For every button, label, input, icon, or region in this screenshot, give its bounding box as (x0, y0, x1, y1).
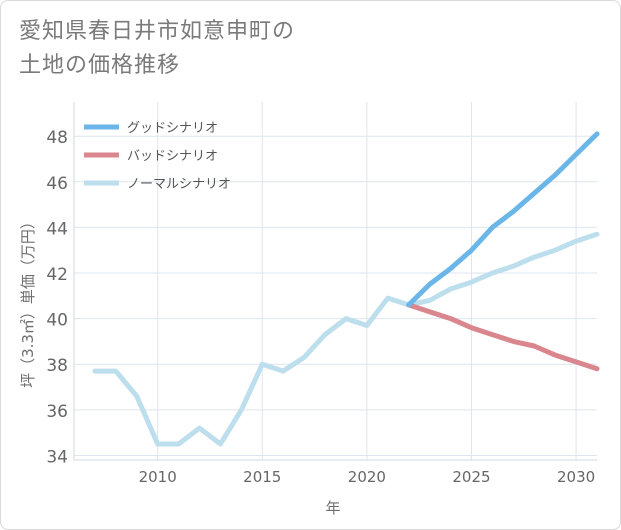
x-tick-label: 2010 (139, 468, 177, 486)
grid-lines (73, 102, 597, 461)
x-tick-label: 2030 (557, 468, 595, 486)
plot-area (74, 102, 597, 460)
x-tick-label: 2015 (243, 468, 281, 486)
x-axis: 2010 2015 2020 2025 2030 (139, 468, 596, 486)
legend-label-2: ノーマルシナリオ (127, 177, 231, 192)
series-lines (92, 131, 600, 447)
page-title: 愛知県春日井市如意申町の 土地の価格推移 (19, 15, 295, 83)
series-line-0 (406, 131, 600, 308)
title-line-2: 土地の価格推移 (19, 53, 181, 78)
legend-label-1: バッドシナリオ (127, 149, 218, 164)
y-tick-label: 38 (46, 356, 68, 376)
series-line-1 (406, 302, 600, 372)
title-line-1: 愛知県春日井市如意申町の (19, 19, 296, 44)
y-tick-label: 34 (46, 447, 68, 467)
y-tick-label: 44 (46, 219, 68, 239)
y-tick-label: 48 (46, 128, 68, 148)
x-axis-label: 年 (325, 499, 340, 517)
legend-label-0: グッドシナリオ (127, 121, 218, 136)
y-tick-label: 36 (46, 402, 68, 422)
y-tick-label: 42 (46, 265, 68, 285)
y-tick-label: 40 (46, 311, 68, 331)
y-tick-label: 46 (46, 174, 68, 194)
x-tick-label: 2020 (348, 468, 386, 486)
y-axis-label: 坪（3.3㎡）単価（万円） (19, 214, 37, 388)
x-tick-label: 2025 (452, 468, 490, 486)
series-line-2 (92, 231, 600, 447)
y-axis: 34 36 38 40 42 44 46 48 (46, 128, 68, 467)
